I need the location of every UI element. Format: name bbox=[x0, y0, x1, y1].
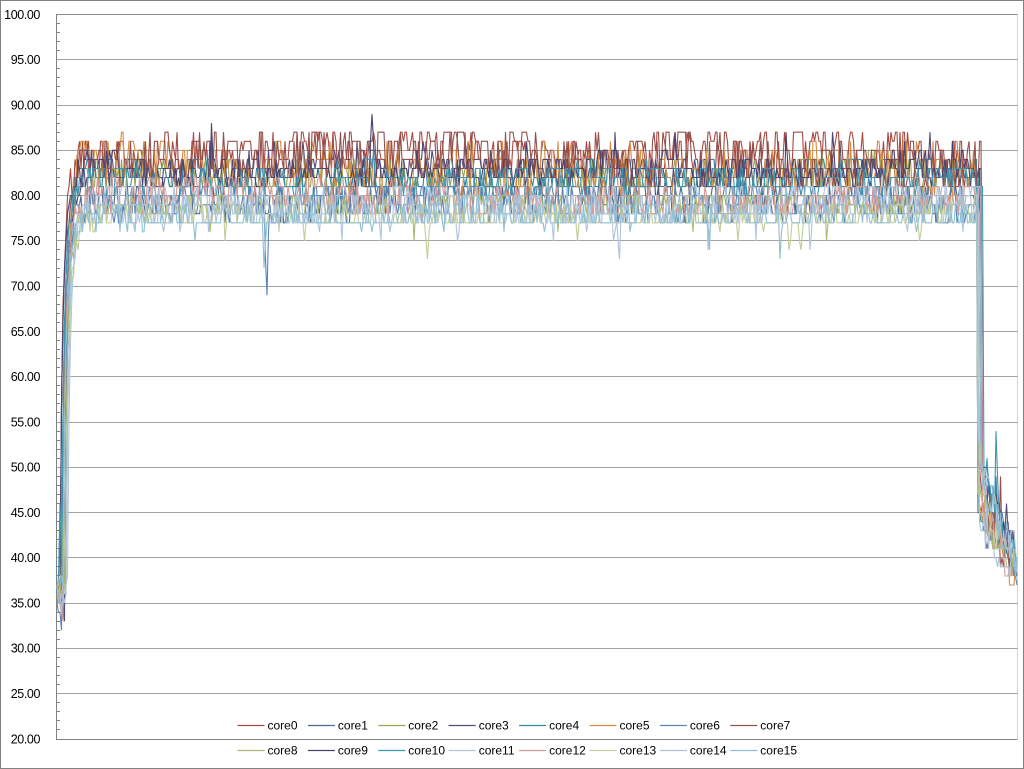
svg-text:core10: core10 bbox=[408, 744, 445, 758]
svg-text:100.00: 100.00 bbox=[4, 8, 40, 22]
svg-text:50.00: 50.00 bbox=[11, 461, 41, 475]
svg-text:core4: core4 bbox=[549, 719, 579, 733]
svg-text:core5: core5 bbox=[620, 719, 650, 733]
svg-text:core11: core11 bbox=[479, 744, 515, 758]
svg-text:55.00: 55.00 bbox=[11, 415, 41, 429]
svg-text:core9: core9 bbox=[338, 744, 368, 758]
svg-text:40.00: 40.00 bbox=[11, 551, 41, 565]
svg-text:45.00: 45.00 bbox=[11, 506, 41, 520]
svg-text:core13: core13 bbox=[620, 744, 657, 758]
svg-text:core14: core14 bbox=[690, 744, 727, 758]
svg-text:core15: core15 bbox=[760, 744, 797, 758]
svg-text:60.00: 60.00 bbox=[11, 370, 41, 384]
svg-text:core0: core0 bbox=[268, 719, 298, 733]
svg-text:core3: core3 bbox=[479, 719, 509, 733]
svg-text:core1: core1 bbox=[338, 719, 368, 733]
svg-text:core6: core6 bbox=[690, 719, 720, 733]
svg-text:90.00: 90.00 bbox=[11, 98, 41, 112]
svg-text:95.00: 95.00 bbox=[11, 53, 41, 67]
svg-text:core12: core12 bbox=[549, 744, 586, 758]
svg-text:core8: core8 bbox=[268, 744, 298, 758]
svg-text:core7: core7 bbox=[760, 719, 790, 733]
svg-text:20.00: 20.00 bbox=[11, 732, 41, 746]
svg-text:25.00: 25.00 bbox=[11, 687, 41, 701]
svg-text:core2: core2 bbox=[408, 719, 438, 733]
svg-text:70.00: 70.00 bbox=[11, 280, 41, 294]
svg-text:30.00: 30.00 bbox=[11, 642, 41, 656]
svg-text:35.00: 35.00 bbox=[11, 597, 41, 611]
svg-text:65.00: 65.00 bbox=[11, 325, 41, 339]
svg-text:75.00: 75.00 bbox=[11, 234, 41, 248]
svg-text:80.00: 80.00 bbox=[11, 189, 41, 203]
svg-text:85.00: 85.00 bbox=[11, 144, 41, 158]
